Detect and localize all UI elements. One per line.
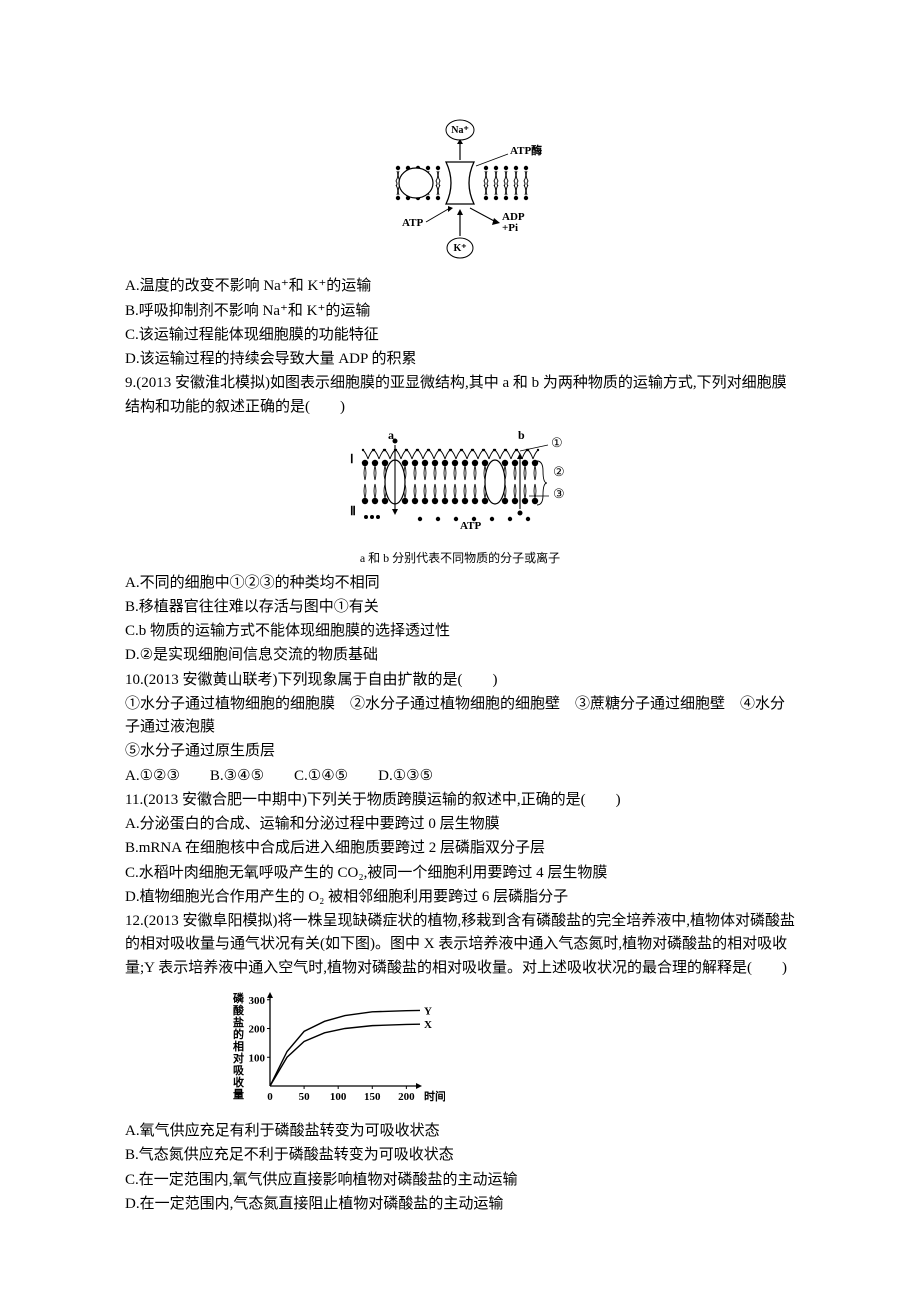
svg-text:吸: 吸 xyxy=(233,1064,245,1077)
q9-option-c: C.b 物质的运输方式不能体现细胞膜的选择透过性 xyxy=(125,620,795,643)
q12-option-c: C.在一定范围内,氧气供应直接影响植物对磷酸盐的主动运输 xyxy=(125,1169,795,1192)
svg-text:b: b xyxy=(518,428,525,442)
svg-text:酸: 酸 xyxy=(233,1003,245,1017)
q9-caption: a 和 b 分别代表不同物质的分子或离子 xyxy=(125,549,795,568)
svg-text:收: 收 xyxy=(233,1075,244,1089)
svg-text:200: 200 xyxy=(398,1091,415,1103)
svg-text:对: 对 xyxy=(233,1051,244,1065)
svg-text:时间/min: 时间/min xyxy=(424,1089,445,1103)
svg-text:300: 300 xyxy=(249,995,266,1007)
svg-text:②: ② xyxy=(553,464,565,479)
q8-option-c: C.该运输过程能体现细胞膜的功能特征 xyxy=(125,324,795,347)
svg-text:X: X xyxy=(424,1019,432,1031)
svg-text:③: ③ xyxy=(553,486,565,501)
q9-figure: ⅠⅡab①②③ATP xyxy=(125,425,795,543)
svg-text:Y: Y xyxy=(424,1005,432,1017)
q8-option-d: D.该运输过程的持续会导致大量 ADP 的积累 xyxy=(125,348,795,371)
svg-text:盐: 盐 xyxy=(233,1015,244,1029)
svg-text:量: 量 xyxy=(233,1088,244,1101)
q11-option-b: B.mRNA 在细胞核中合成后进入细胞质要跨过 2 层磷脂双分子层 xyxy=(125,837,795,860)
q9-option-b: B.移植器官往往难以存活与图中①有关 xyxy=(125,596,795,619)
q10-stem: 10.(2013 安徽黄山联考)下列现象属于自由扩散的是( ) xyxy=(125,669,795,692)
svg-text:200: 200 xyxy=(249,1023,266,1035)
svg-text:ATP酶: ATP酶 xyxy=(510,143,542,157)
svg-text:的: 的 xyxy=(233,1027,244,1041)
svg-text:ATP: ATP xyxy=(460,520,481,532)
q10-list-2: ⑤水分子通过原生质层 xyxy=(125,740,795,763)
svg-text:K⁺: K⁺ xyxy=(453,243,466,254)
q10-options: A.①②③ B.③④⑤ C.①④⑤ D.①③⑤ xyxy=(125,765,795,788)
q11-stem: 11.(2013 安徽合肥一中期中)下列关于物质跨膜运输的叙述中,正确的是( ) xyxy=(125,789,795,812)
q12-option-d: D.在一定范围内,气态氮直接阻止植物对磷酸盐的主动运输 xyxy=(125,1193,795,1216)
svg-text:150: 150 xyxy=(364,1091,381,1103)
svg-text:Na⁺: Na⁺ xyxy=(451,125,469,136)
svg-text:0: 0 xyxy=(267,1091,273,1103)
q11-option-a: A.分泌蛋白的合成、运输和分泌过程中要跨过 0 层生物膜 xyxy=(125,813,795,836)
svg-text:ATP: ATP xyxy=(402,217,423,229)
q12-option-a: A.氧气供应充足有利于磷酸盐转变为可吸收状态 xyxy=(125,1120,795,1143)
q8-diagram: Na⁺ATP酶ATPADP+PiK⁺ xyxy=(358,116,563,261)
q8-figure: Na⁺ATP酶ATPADP+PiK⁺ xyxy=(125,116,795,269)
svg-text:+Pi: +Pi xyxy=(502,222,518,234)
q9-stem: 9.(2013 安徽淮北模拟)如图表示细胞膜的亚显微结构,其中 a 和 b 为两… xyxy=(125,372,795,419)
svg-text:50: 50 xyxy=(299,1091,311,1103)
svg-text:100: 100 xyxy=(249,1052,266,1064)
q9-diagram: ⅠⅡab①②③ATP xyxy=(340,425,580,535)
q9-option-d: D.②是实现细胞间信息交流的物质基础 xyxy=(125,644,795,667)
q12-chart: 100 200 300 0 50 100 150 200 时间/min 磷酸盐的相对吸收量 YX xyxy=(215,986,445,1106)
svg-text:Ⅰ: Ⅰ xyxy=(350,452,354,466)
q8-option-b: B.呼吸抑制剂不影响 Na⁺和 K⁺的运输 xyxy=(125,300,795,323)
svg-text:Ⅱ: Ⅱ xyxy=(350,504,356,518)
svg-text:相: 相 xyxy=(233,1039,244,1053)
q9-option-a: A.不同的细胞中①②③的种类均不相同 xyxy=(125,572,795,595)
q8-option-a: A.温度的改变不影响 Na⁺和 K⁺的运输 xyxy=(125,275,795,298)
svg-text:100: 100 xyxy=(330,1091,347,1103)
q11-option-c: C.水稻叶肉细胞无氧呼吸产生的 CO₂,被同一个细胞利用要跨过 4 层生物膜 xyxy=(125,862,795,885)
q12-stem: 12.(2013 安徽阜阳模拟)将一株呈现缺磷症状的植物,移栽到含有磷酸盐的完全… xyxy=(125,910,795,980)
q12-option-b: B.气态氮供应充足不利于磷酸盐转变为可吸收状态 xyxy=(125,1144,795,1167)
q11-option-d: D.植物细胞光合作用产生的 O₂ 被相邻细胞利用要跨过 6 层磷脂分子 xyxy=(125,886,795,909)
q10-list-1: ①水分子通过植物细胞的细胞膜 ②水分子通过植物细胞的细胞壁 ③蔗糖分子通过细胞壁… xyxy=(125,693,795,740)
svg-text:①: ① xyxy=(551,435,563,450)
q12-figure: 100 200 300 0 50 100 150 200 时间/min 磷酸盐的相对吸收量 YX xyxy=(125,986,795,1114)
svg-text:磷: 磷 xyxy=(233,991,245,1005)
